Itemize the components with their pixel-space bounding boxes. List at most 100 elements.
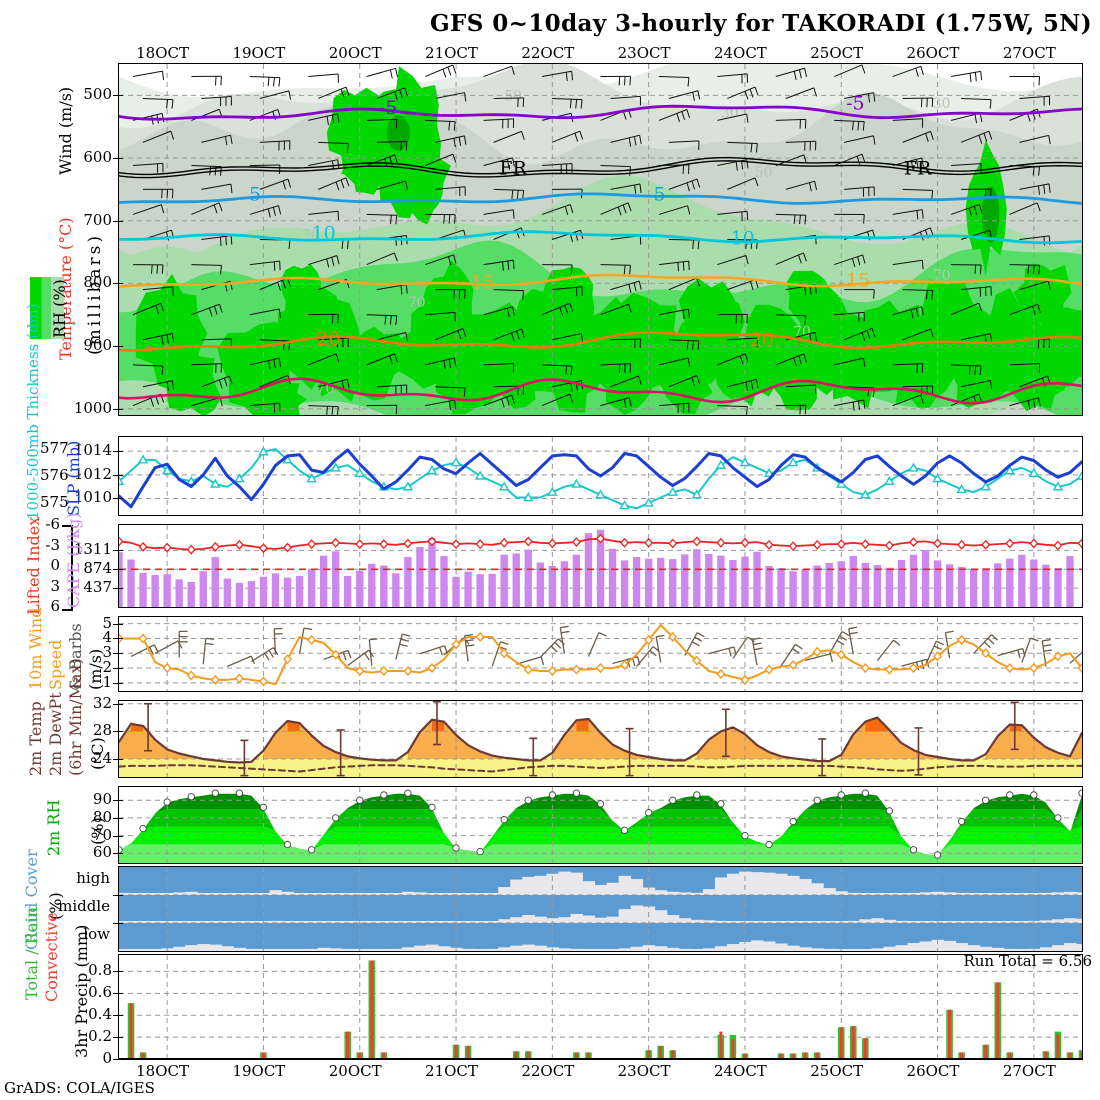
- axis-tick-label: 1: [102, 672, 112, 691]
- axis-tick-label: 4: [102, 628, 112, 647]
- axis-tick-mark: [113, 550, 123, 552]
- axis-tick-mark: [113, 588, 123, 590]
- axis-tick-label: 60: [92, 843, 112, 862]
- bottom-date-label: 19OCT: [232, 1062, 286, 1080]
- caption-precip-total: Total / Rain: [22, 906, 41, 1000]
- bottom-date-label: 27OCT: [1002, 1062, 1056, 1080]
- svg-text:FR: FR: [499, 157, 527, 179]
- caption-temp2m-d: (°C): [88, 737, 107, 770]
- axis-tick-label: 575: [40, 492, 69, 511]
- svg-text:70: 70: [408, 295, 426, 311]
- cloud-row-label: high: [76, 869, 110, 887]
- bottom-date-label: 22OCT: [521, 1062, 575, 1080]
- axis-tick-mark: [113, 569, 123, 571]
- axis-tick-label: 28: [92, 721, 112, 740]
- run-total-label: Run Total = 6.56: [963, 952, 1092, 970]
- axis-tick-label: 1311: [73, 540, 112, 559]
- precip-panel: [118, 954, 1083, 1060]
- axis-tick-label: 0: [50, 556, 60, 574]
- axis-tick-mark: [113, 451, 123, 453]
- axis-tick-label: 5: [102, 613, 112, 632]
- axis-tick-mark: [113, 653, 123, 655]
- axis-tick-mark: [113, 731, 123, 733]
- caption-rh2m-b: (%): [88, 817, 107, 845]
- bottom-date-label: 25OCT: [810, 1062, 864, 1080]
- slp-thickness-panel: [118, 436, 1083, 516]
- axis-tick-mark: [113, 993, 123, 995]
- rh-2m-panel: [118, 786, 1083, 864]
- svg-text:-5: -5: [846, 93, 865, 115]
- cloud-row-label: low: [83, 925, 110, 943]
- axis-tick-mark: [113, 498, 123, 500]
- caption-temp2m-a: 2m Temp: [26, 701, 45, 776]
- cloud-row-label: middle: [58, 897, 110, 915]
- axis-tick-mark: [113, 283, 123, 285]
- axis-tick-label: 600: [83, 148, 112, 167]
- top-date-label: 24OCT: [713, 44, 767, 62]
- caption-rh: RH (%): [50, 279, 69, 338]
- axis-tick-label: 90: [92, 790, 112, 809]
- top-date-label: 19OCT: [232, 44, 286, 62]
- axis-tick-label: 0.8: [88, 961, 112, 980]
- axis-tick-label: 6: [50, 597, 60, 615]
- cloud-cover-panel: [118, 866, 1083, 952]
- upper-air-panel: 50 30 30 70 70 50 70 70 70 -5 -5 5 5 10 10 15 15 20 20 FR FR: [118, 63, 1083, 416]
- axis-tick-label: 1014: [73, 441, 112, 460]
- page-title: GFS 0~10day 3-hourly for TAKORADI (1.75W…: [430, 10, 1092, 37]
- axis-tick-label: 0.4: [88, 1005, 112, 1024]
- axis-tick-mark: [113, 408, 123, 410]
- caption-temp2m-c: (6hr Min/Max): [66, 658, 85, 776]
- bottom-date-label: 23OCT: [617, 1062, 671, 1080]
- axis-tick-label: 500: [83, 85, 112, 104]
- caption-wind10m-b: Speed: [46, 639, 65, 690]
- caption-precip-axis: 3hr Precip (mm): [72, 924, 91, 1058]
- axis-tick-mark: [113, 703, 123, 705]
- axis-tick-mark: [113, 835, 123, 837]
- caption-slp: SLP (mb): [64, 440, 83, 516]
- axis-tick-label: -3: [45, 535, 60, 554]
- axis-tick-mark: [113, 817, 123, 819]
- svg-text:30: 30: [933, 96, 951, 112]
- caption-wind10m-d: (m/s): [86, 648, 105, 690]
- axis-tick-label: 437: [83, 578, 112, 597]
- axis-tick-label: 1010: [73, 488, 112, 507]
- axis-tick-label: 874: [83, 559, 112, 578]
- axis-tick-mark: [113, 668, 123, 670]
- bottom-date-label: 26OCT: [906, 1062, 960, 1080]
- axis-tick-label: 0: [102, 1049, 112, 1067]
- caption-thickness: 1000-500mb Thickness (dm): [24, 303, 42, 520]
- axis-tick-label: 576: [40, 466, 69, 484]
- axis-tick-mark: [113, 1037, 123, 1039]
- axis-tick-mark: [113, 346, 123, 348]
- top-date-label: 23OCT: [617, 44, 671, 62]
- axis-tick-label: 3: [102, 643, 112, 662]
- cape-lifted-index-panel: [118, 524, 1083, 608]
- rh-color-swatch: [30, 277, 64, 339]
- svg-text:15: 15: [846, 269, 870, 291]
- caption-cape: CAPE (J/kg): [64, 512, 83, 608]
- top-date-label: 22OCT: [521, 44, 575, 62]
- axis-tick-label: 0.6: [88, 983, 112, 1002]
- axis-tick-mark: [113, 682, 123, 684]
- axis-tick-mark: [113, 220, 123, 222]
- axis-tick-label: -6: [45, 515, 60, 533]
- svg-text:FR: FR: [904, 157, 932, 179]
- caption-millibars: (millibars): [85, 232, 105, 355]
- axis-tick-label: 577: [40, 439, 69, 458]
- svg-text:10: 10: [731, 228, 755, 250]
- caption-wind: Wind (m/s): [56, 86, 75, 175]
- axis-tick-mark: [113, 971, 123, 973]
- caption-precip-conv: Convective: [42, 912, 61, 1002]
- axis-tick-mark: [113, 759, 123, 761]
- axis-tick-mark: [113, 474, 123, 476]
- svg-text:50: 50: [504, 88, 522, 104]
- svg-text:20: 20: [316, 328, 340, 350]
- axis-tick-mark: [113, 853, 123, 855]
- axis-tick-label: 3: [50, 576, 60, 595]
- svg-text:50: 50: [755, 165, 773, 181]
- top-date-label: 21OCT: [425, 44, 478, 62]
- axis-tick-label: 70: [92, 825, 112, 844]
- axis-tick-mark: [113, 800, 123, 802]
- top-date-label: 26OCT: [906, 44, 960, 62]
